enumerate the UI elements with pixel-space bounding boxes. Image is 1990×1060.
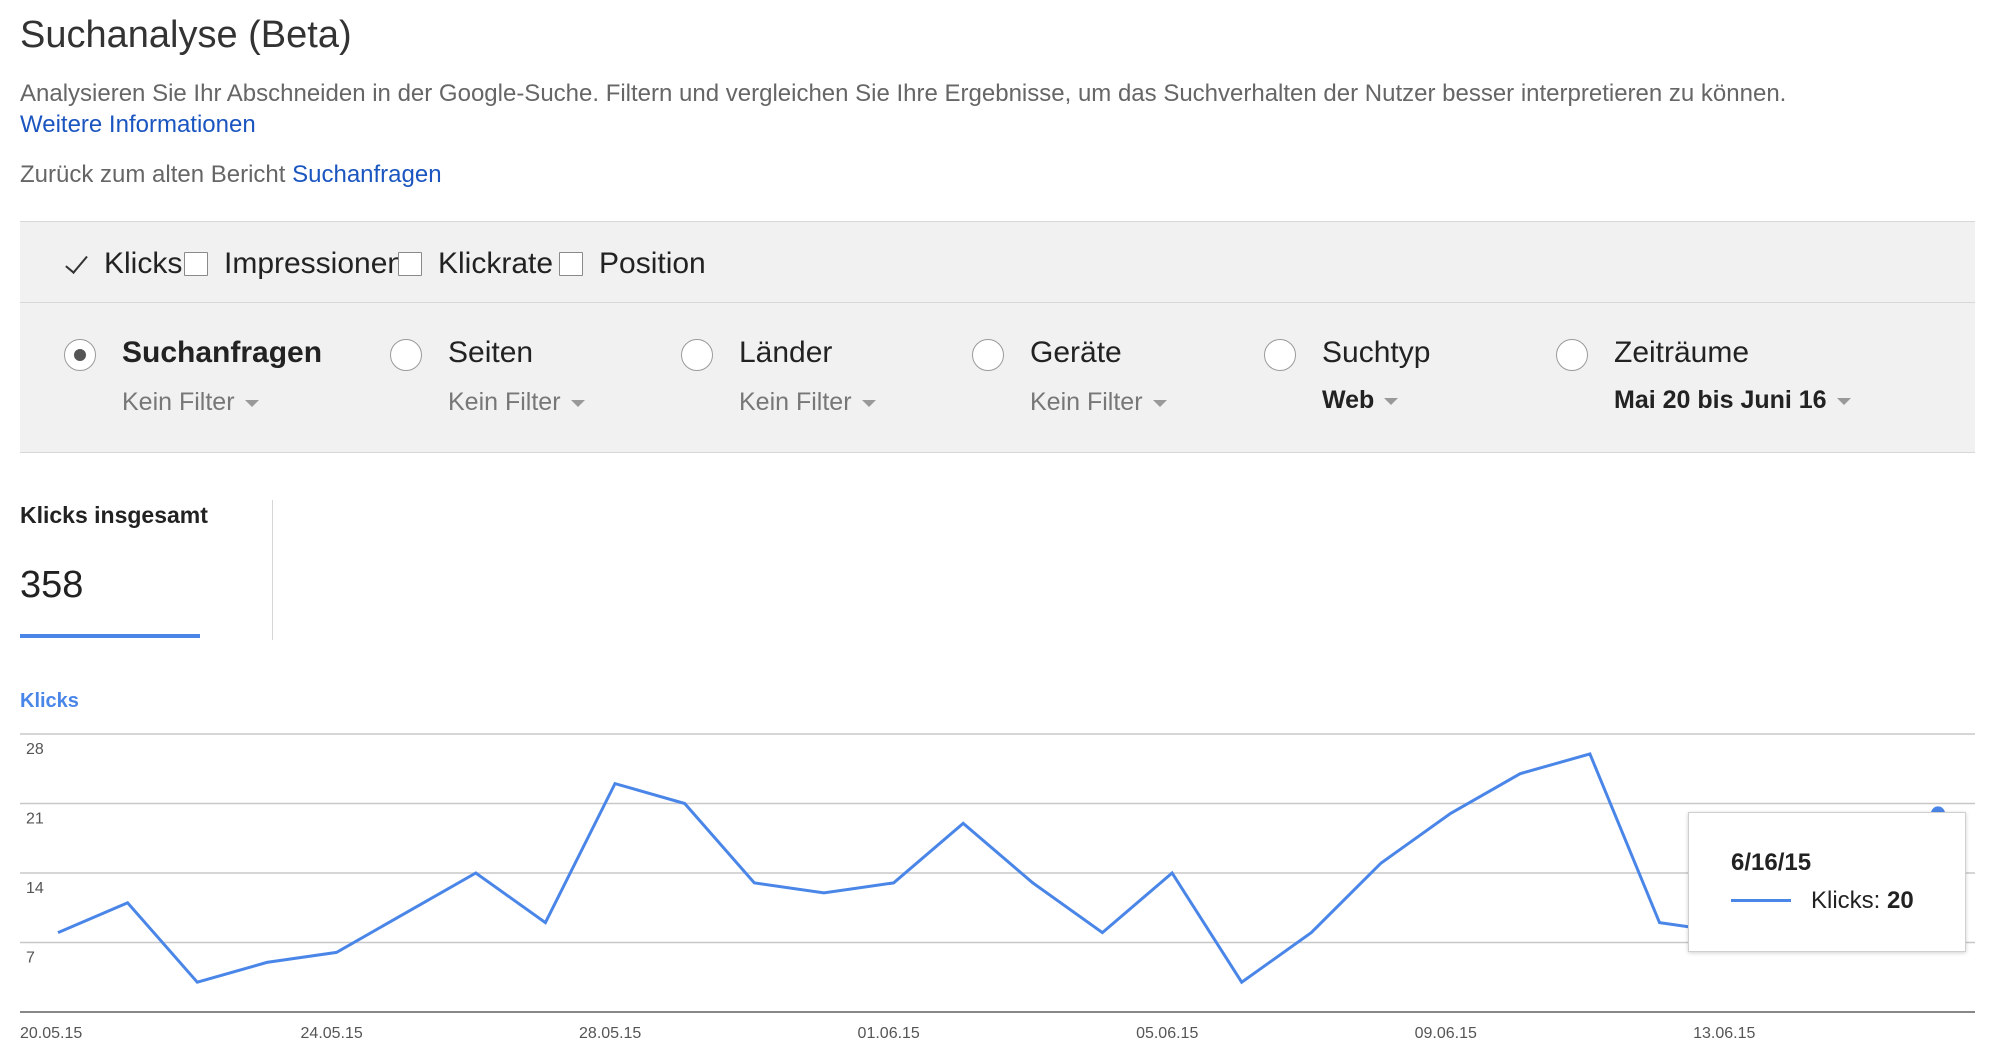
dimension-label: Seiten <box>448 336 534 369</box>
radio-button[interactable] <box>1556 339 1588 371</box>
tooltip-date: 6/16/15 <box>1731 849 1812 876</box>
back-text: Zurück zum alten Bericht <box>20 161 286 188</box>
series-line-klicks <box>57 752 1939 985</box>
checkbox[interactable] <box>398 252 422 276</box>
radio-button[interactable] <box>1264 339 1296 371</box>
x-tick-label: 13.06.15 <box>1693 1025 1755 1042</box>
metric-position[interactable]: Position <box>559 244 706 284</box>
filter-value: Web <box>1322 386 1375 414</box>
more-info-link[interactable]: Weitere Informationen <box>20 111 256 138</box>
x-tick-label: 05.06.15 <box>1136 1025 1198 1042</box>
x-tick-label: 01.06.15 <box>858 1025 920 1042</box>
page-title: Suchanalyse (Beta) <box>20 14 352 56</box>
caret-down-icon <box>861 399 876 407</box>
series-label: Klicks <box>20 690 79 712</box>
filter-dropdown[interactable]: Kein Filter <box>739 388 876 417</box>
dimension-label: Suchanfragen <box>122 336 323 369</box>
dimension-label: Geräte <box>1030 336 1122 369</box>
x-tick-label: 24.05.15 <box>301 1025 363 1042</box>
metrics-bar: Klicks Impressionen Klickrate Position <box>20 221 1975 303</box>
caret-down-icon <box>1836 397 1851 405</box>
y-tick-label: 21 <box>26 811 44 828</box>
metric-klickrate[interactable]: Klickrate <box>398 244 553 284</box>
page-description: Analysieren Sie Ihr Abschneiden in der G… <box>20 78 1980 140</box>
x-tick-label: 28.05.15 <box>579 1025 641 1042</box>
checkbox[interactable] <box>559 252 583 276</box>
dimension-label: Zeiträume <box>1614 336 1750 369</box>
metric-impressionen[interactable]: Impressionen <box>184 244 404 284</box>
dimension-label: Suchtyp <box>1322 336 1431 369</box>
tooltip-series-name: Klicks <box>1811 887 1874 914</box>
radio-button-selected[interactable] <box>64 339 96 371</box>
filter-dropdown[interactable]: Kein Filter <box>448 388 585 417</box>
radio-button[interactable] <box>681 339 713 371</box>
caret-down-icon <box>1152 399 1167 407</box>
radio-button[interactable] <box>390 339 422 371</box>
caret-down-icon <box>1384 397 1399 405</box>
dimension-label: Länder <box>739 336 833 369</box>
old-report-link[interactable]: Suchanfragen <box>292 161 442 188</box>
clicks-line-chart[interactable]: 7 14 21 28 20.05.15 24.05.15 28.05.15 01.06.15 0… <box>0 720 1990 1060</box>
metric-label: Position <box>599 247 706 280</box>
y-tick-label: 28 <box>26 741 44 758</box>
radio-button[interactable] <box>972 339 1004 371</box>
x-tick-label: 09.06.15 <box>1415 1025 1477 1042</box>
back-to-old-report: Zurück zum alten Bericht Suchanfragen <box>20 161 442 189</box>
filter-value: Mai 20 bis Juni 16 <box>1614 386 1827 414</box>
y-tick-label: 14 <box>26 880 44 897</box>
tooltip-value: Klicks: 20 <box>1811 887 1914 914</box>
tooltip-series-value: 20 <box>1887 887 1914 914</box>
caret-down-icon <box>570 399 585 407</box>
filter-value: Kein Filter <box>122 388 235 416</box>
checkbox[interactable] <box>184 252 208 276</box>
filter-value: Kein Filter <box>739 388 852 416</box>
chart-tooltip: 6/16/15 Klicks: 20 <box>1688 812 1966 952</box>
description-text: Analysieren Sie Ihr Abschneiden in der G… <box>20 80 1787 107</box>
metric-label: Klickrate <box>438 247 554 280</box>
dimensions-bar: Suchanfragen Kein Filter Seiten Kein Fil… <box>20 303 1975 453</box>
metric-klicks[interactable]: Klicks <box>62 244 182 284</box>
search-type-dropdown[interactable]: Web <box>1322 386 1399 415</box>
tooltip-series-swatch <box>1731 899 1791 902</box>
filter-value: Kein Filter <box>1030 388 1143 416</box>
metric-label: Klicks <box>104 247 183 280</box>
filter-dropdown[interactable]: Kein Filter <box>1030 388 1167 417</box>
caret-down-icon <box>244 399 259 407</box>
filter-value: Kein Filter <box>448 388 561 416</box>
checkmark-icon[interactable] <box>62 250 90 278</box>
summary-divider <box>272 500 273 640</box>
summary-title: Klicks insgesamt <box>20 502 208 528</box>
summary-accent-bar <box>20 634 200 638</box>
y-tick-label: 7 <box>26 950 35 967</box>
filter-dropdown[interactable]: Kein Filter <box>122 388 259 417</box>
x-tick-label: 20.05.15 <box>20 1025 82 1042</box>
metric-label: Impressionen <box>224 247 405 280</box>
date-range-dropdown[interactable]: Mai 20 bis Juni 16 <box>1614 386 1851 415</box>
summary-value: 358 <box>20 564 84 606</box>
